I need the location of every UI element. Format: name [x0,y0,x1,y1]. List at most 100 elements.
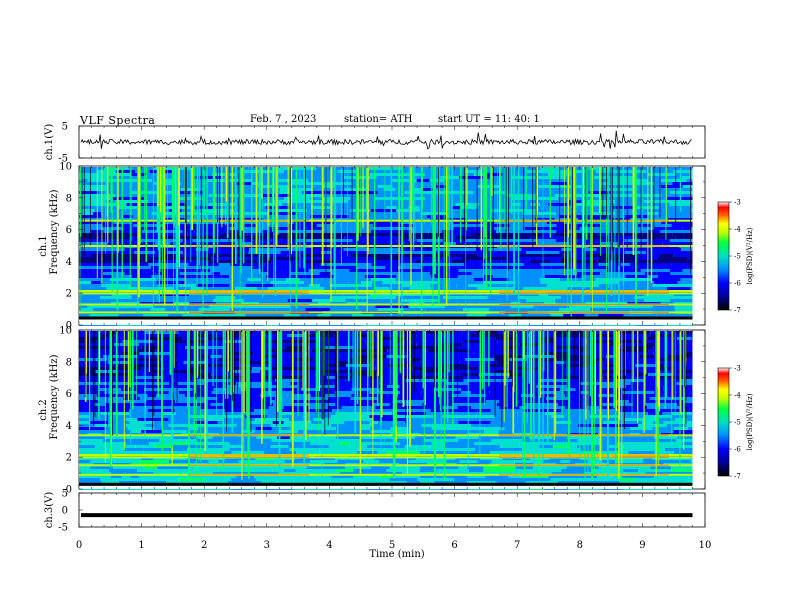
spec-cell [95,340,123,343]
sferic-streak [499,167,501,232]
sferic-streak [525,167,527,210]
spec-cell [79,436,106,439]
spec-cell [310,460,322,463]
spec-cell [198,457,225,460]
spec-cell [369,251,397,254]
spec-cell [187,233,221,236]
spec-cell [491,439,523,442]
spec-cell [444,179,466,182]
spec-cell [408,430,438,433]
spec-cell [598,263,609,266]
spec-cell [298,445,318,448]
spec-cell [485,314,509,317]
spec-cell [583,254,608,257]
spec-cell [303,200,326,203]
spec-cell [403,367,413,370]
spec-cell [409,233,428,236]
spec-cell [546,427,567,430]
spec-cell [130,293,160,296]
spec-cell [121,475,131,478]
spec-cell [651,269,670,272]
dark-streak [618,167,620,248]
spec-cell [669,379,682,382]
spec-cell [568,242,589,245]
spec-cell [631,284,653,287]
spec-cell [79,469,88,472]
spec-cell [657,212,691,215]
spec-cell [393,436,415,439]
sferic-streak [664,331,666,409]
spec-cell [483,340,498,343]
spec-cell [504,421,518,424]
spec-cell [362,179,383,182]
spec-cell [186,442,221,445]
spec-cell [484,257,507,260]
spec-cell [448,400,461,403]
spec-cell [477,460,492,463]
spec-cell [478,373,489,376]
spec-cell [401,284,417,287]
spec-cell [302,481,313,484]
spec-cell [275,349,303,352]
spec-cell [469,400,486,403]
spec-cell [329,266,356,269]
spec-cell [618,466,651,469]
spec-cell [424,203,456,206]
sferic-streak [194,167,196,222]
spec-cell [163,367,188,370]
spec-cell [328,349,356,352]
spec-cell [132,212,152,215]
spec-cell [299,278,322,281]
ch1-ylabel: ch.1(V) [44,124,55,161]
sferic-streak [434,331,436,474]
dark-streak [606,167,607,219]
spec-cell [387,445,405,448]
spec-cell [597,203,610,206]
spec-cell [546,221,565,224]
spec-cell [484,281,516,284]
spec-cell [648,212,658,215]
spec-cell [642,233,673,236]
spec-cell [411,170,437,173]
spec-cell [208,281,242,284]
spec-cell [423,263,433,266]
sferic-streak [239,167,241,237]
spec-cell [267,242,290,245]
spec-cell [87,469,109,472]
spec-cell [518,331,535,334]
sferic-streak-hot [680,331,682,415]
spec-cell [98,236,133,239]
spec-cell [492,176,512,179]
spec-cell [661,194,674,197]
spec-cell [217,293,242,296]
spec-line-hot [189,220,309,222]
spec-cell [151,275,162,278]
spec-cell [376,373,408,376]
spec-cell [463,308,489,311]
spec-cell [428,233,447,236]
sferic-streak [204,167,205,215]
spec-cell [571,475,598,478]
spec-cell [135,188,152,191]
spec-cell [644,293,674,296]
sferic-streak [174,167,176,247]
spec-cell [143,185,167,188]
sferic-streak [465,167,467,312]
sferic-streak [635,167,637,309]
spec-cell [374,358,397,361]
spec-cell [681,415,693,418]
spec-cell [281,409,310,412]
spec-cell [421,391,439,394]
spec-cell [435,185,446,188]
dark-streak [610,167,612,261]
spec-line-hot [499,245,669,247]
spec-cell [325,182,352,185]
spec-cell [114,299,141,302]
spec-cell [438,391,461,394]
spec-cell [519,406,552,409]
sferic-streak [173,167,174,308]
dark-streak [83,167,85,257]
spec-cell [225,457,238,460]
spec-cell [660,185,683,188]
spec-cell [256,305,290,308]
